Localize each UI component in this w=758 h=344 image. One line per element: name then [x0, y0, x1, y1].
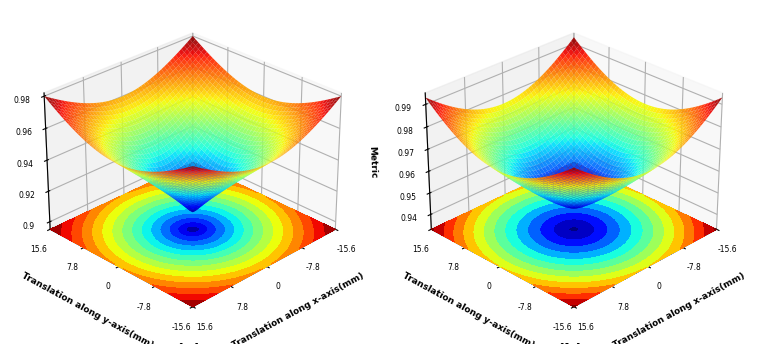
X-axis label: Translation along x-axis(mm): Translation along x-axis(mm): [231, 271, 365, 344]
Text: (a): (a): [175, 343, 202, 344]
Y-axis label: Translation along y-axis(mm): Translation along y-axis(mm): [401, 271, 536, 344]
Text: (b): (b): [556, 343, 583, 344]
Y-axis label: Translation along y-axis(mm): Translation along y-axis(mm): [20, 271, 155, 344]
X-axis label: Translation along x-axis(mm): Translation along x-axis(mm): [612, 271, 747, 344]
